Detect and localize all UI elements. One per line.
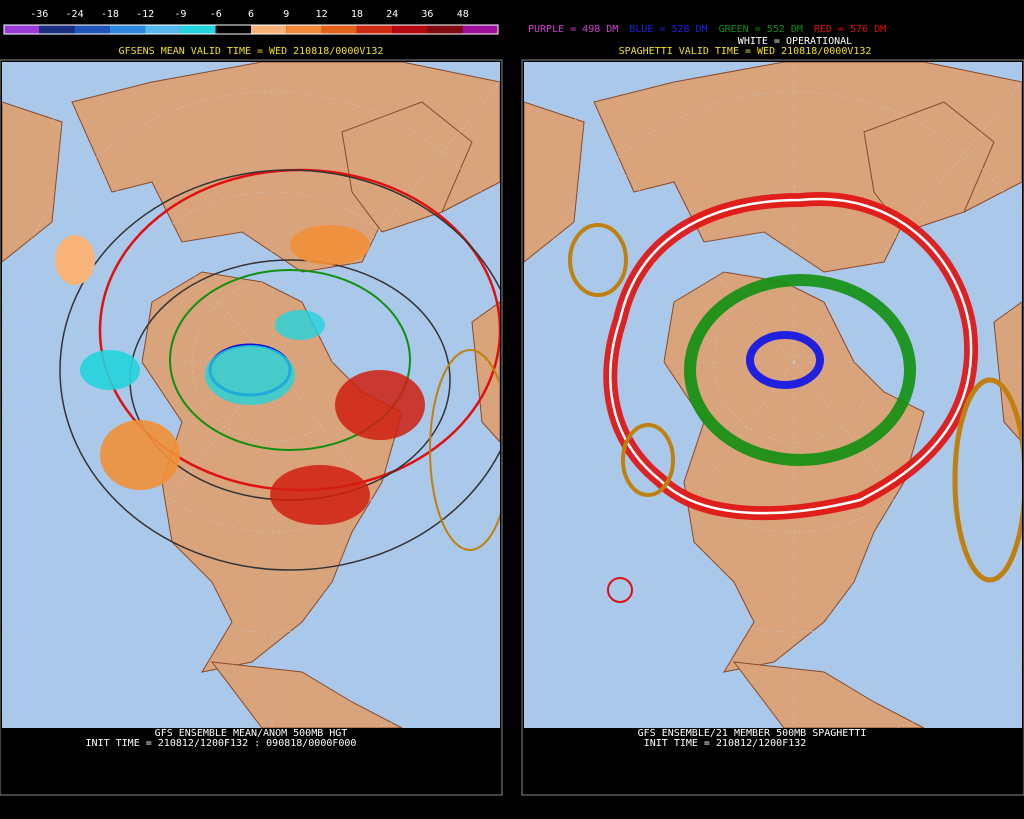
legend-entry: PURPLE = 498 DM [528,24,618,35]
colorbar-label: -9 [174,9,186,20]
left-header: GFSENS MEAN VALID TIME = WED 210818/0000… [119,46,384,57]
colorbar-label: -24 [66,9,84,20]
colorbar-swatch [392,25,428,34]
colorbar-label: 36 [421,9,433,20]
right-footer: INIT TIME = 210812/1200F132 [644,738,807,749]
colorbar-swatch [109,25,146,34]
right-header: SPAGHETTI VALID TIME = WED 210818/0000V1… [619,46,872,57]
colorbar-label: 6 [248,9,254,20]
left-map [2,62,500,728]
colorbar-label: 18 [351,9,363,20]
colorbar-swatch [321,25,357,34]
colorbar-swatch [427,25,463,34]
colorbar-label: -6 [210,9,222,20]
colorbar-swatch [251,25,287,34]
colorbar-swatch [39,25,75,34]
colorbar-label: -36 [30,9,48,20]
legend-entry: RED = 576 DM [814,24,886,35]
colorbar-swatch [180,25,216,34]
colorbar-swatch [356,25,393,34]
right-panel-border [521,59,1024,796]
colorbar-label: 48 [457,9,469,20]
colorbar-swatch [74,25,110,34]
left-footer: GFS ENSEMBLE MEAN/ANOM 500MB HGT [155,728,348,739]
left-panel-border [0,59,503,796]
colorbar-label: -12 [136,9,154,20]
right-footer: GFS ENSEMBLE/21 MEMBER 500MB SPAGHETTI [638,728,867,739]
legend-entry: BLUE = 528 DM [629,24,707,35]
colorbar-swatch [4,25,40,34]
colorbar-swatch [286,25,322,34]
colorbar-swatch [215,25,251,34]
colorbar-label: 9 [283,9,289,20]
colorbar-label: 12 [316,9,328,20]
colorbar: -36 -24 -18 -12 -9 -6 6 9 12 18 24 36 48 [3,9,499,35]
operational-label: WHITE = OPERATIONAL [738,36,852,47]
legend-entry: GREEN = 552 DM [719,24,803,35]
right-map [524,62,1022,728]
colorbar-swatch [462,25,498,34]
left-footer: INIT TIME = 210812/1200F132 : 090818/000… [86,738,357,749]
colorbar-frame [3,24,499,35]
colorbar-swatch [145,25,181,34]
colorbar-label: -18 [101,9,119,20]
colorbar-label: 24 [386,9,398,20]
legend: PURPLE = 498 DM BLUE = 528 DM GREEN = 552 … [528,24,886,35]
